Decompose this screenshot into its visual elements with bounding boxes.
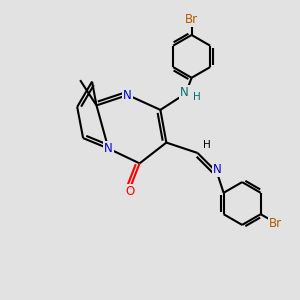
Text: H: H	[202, 140, 210, 150]
Text: N: N	[123, 88, 132, 101]
Text: Br: Br	[185, 13, 198, 26]
Text: N: N	[180, 86, 189, 99]
Text: H: H	[193, 92, 201, 102]
Text: N: N	[104, 142, 113, 155]
Text: O: O	[125, 185, 134, 198]
Text: Br: Br	[269, 217, 282, 230]
Text: N: N	[212, 164, 221, 176]
